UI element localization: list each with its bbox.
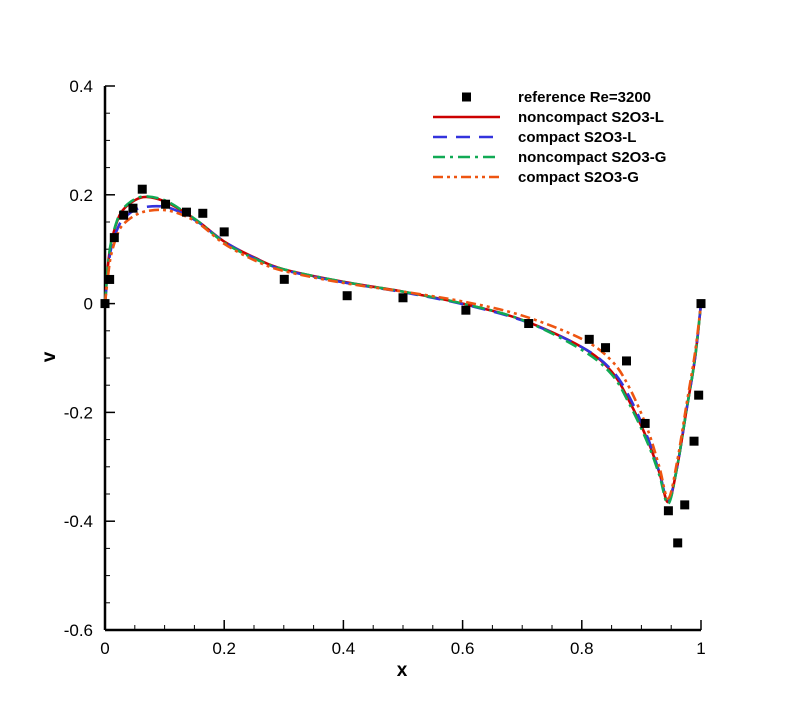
reference-point [694, 390, 704, 400]
y-tick-label: -0.4 [64, 512, 93, 531]
reference-point [161, 199, 171, 209]
reference-point [696, 299, 706, 309]
y-tick-label: 0 [84, 295, 93, 314]
reference-point [680, 500, 690, 510]
legend-label-noncompact-s2o3-l: noncompact S2O3-L [518, 109, 664, 126]
x-tick-label: 0.2 [212, 639, 236, 658]
reference-point [137, 184, 147, 194]
reference-point [119, 210, 129, 220]
series-line-noncompact-s2o3-g [103, 195, 703, 506]
reference-markers [100, 184, 706, 548]
series-line-compact-s2o3-l [103, 204, 703, 502]
reference-point [109, 233, 119, 243]
legend-label-reference-re-3200: reference Re=3200 [518, 89, 651, 106]
y-tick-label: -0.6 [64, 621, 93, 640]
y-axis-ticks: -0.6 -0.4 -0.2 0 0.2 0.4 [64, 77, 115, 640]
reference-point [105, 274, 115, 284]
y-tick-label: 0.4 [69, 77, 93, 96]
x-tick-label: 0.4 [332, 639, 356, 658]
reference-point [279, 274, 289, 284]
series-lines [103, 195, 703, 506]
x-axis-ticks: 0 0.2 0.4 0.6 0.8 1 [100, 620, 706, 658]
reference-point [198, 208, 208, 218]
reference-point [622, 356, 631, 366]
reference-point [342, 291, 352, 301]
plot-frame [103, 86, 701, 632]
x-tick-label: 0.6 [451, 639, 475, 658]
series-line-noncompact-s2o3-l [103, 195, 703, 504]
reference-point [640, 418, 650, 428]
reference-point [181, 207, 191, 217]
reference-point [100, 299, 110, 309]
reference-point [219, 227, 229, 237]
reference-point [673, 538, 683, 548]
reference-point [398, 293, 408, 303]
y-axis-title: v [39, 351, 60, 362]
reference-point [524, 319, 534, 329]
x-tick-label: 0 [100, 639, 109, 658]
legend-label-compact-s2o3-l: compact S2O3-L [518, 129, 636, 146]
legend: reference Re=3200 noncompact S2O3-L compac… [433, 89, 666, 186]
x-tick-label: 1 [696, 639, 705, 658]
reference-point [461, 305, 471, 315]
legend-marker-reference-re-3200 [462, 92, 471, 102]
y-tick-label: 0.2 [69, 186, 93, 205]
reference-point [128, 203, 138, 213]
reference-point [663, 506, 673, 516]
reference-point [601, 343, 611, 353]
y-tick-label: -0.2 [64, 403, 93, 422]
legend-label-compact-s2o3-g: compact S2O3-G [518, 169, 639, 186]
x-tick-label: 0.8 [570, 639, 594, 658]
x-axis-title: x [397, 660, 408, 681]
reference-point [584, 334, 594, 344]
legend-label-noncompact-s2o3-g: noncompact S2O3-G [518, 149, 666, 166]
reference-point [689, 436, 699, 446]
series-line-compact-s2o3-g [103, 208, 703, 500]
